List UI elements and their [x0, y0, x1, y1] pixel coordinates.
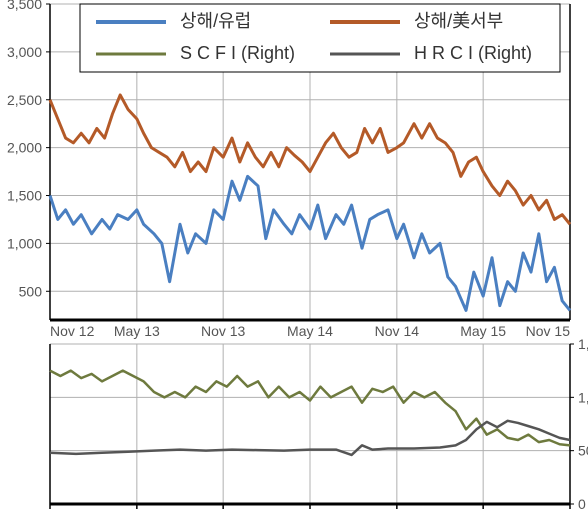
- shipping-indices-chart: 500 1,000 1,500 2,000 2,500 3,000 3,500 Nov 12 M…: [0, 0, 588, 516]
- svg-text:1,500: 1,500: [578, 336, 588, 352]
- svg-text:S C F I (Right): S C F I (Right): [180, 43, 295, 63]
- svg-text:1,000: 1,000: [578, 389, 588, 405]
- svg-text:Nov 15: Nov 15: [526, 323, 571, 339]
- svg-text:Nov 12: Nov 12: [50, 323, 95, 339]
- svg-text:H R C I (Right): H R C I (Right): [414, 43, 532, 63]
- svg-text:500: 500: [578, 443, 588, 459]
- svg-text:1,500: 1,500: [7, 188, 42, 204]
- svg-text:0: 0: [578, 496, 586, 512]
- svg-text:Nov 14: Nov 14: [375, 323, 420, 339]
- svg-text:상해/유럽: 상해/유럽: [180, 11, 251, 31]
- svg-text:May 15: May 15: [460, 323, 506, 339]
- svg-text:500: 500: [19, 283, 43, 299]
- svg-text:3,500: 3,500: [7, 0, 42, 12]
- svg-text:1,000: 1,000: [7, 235, 42, 251]
- svg-text:3,000: 3,000: [7, 44, 42, 60]
- svg-text:May 13: May 13: [114, 323, 160, 339]
- svg-text:Nov 13: Nov 13: [201, 323, 246, 339]
- svg-text:2,000: 2,000: [7, 140, 42, 156]
- svg-text:2,500: 2,500: [7, 92, 42, 108]
- svg-text:상해/美서부: 상해/美서부: [414, 11, 503, 31]
- svg-text:May 14: May 14: [287, 323, 333, 339]
